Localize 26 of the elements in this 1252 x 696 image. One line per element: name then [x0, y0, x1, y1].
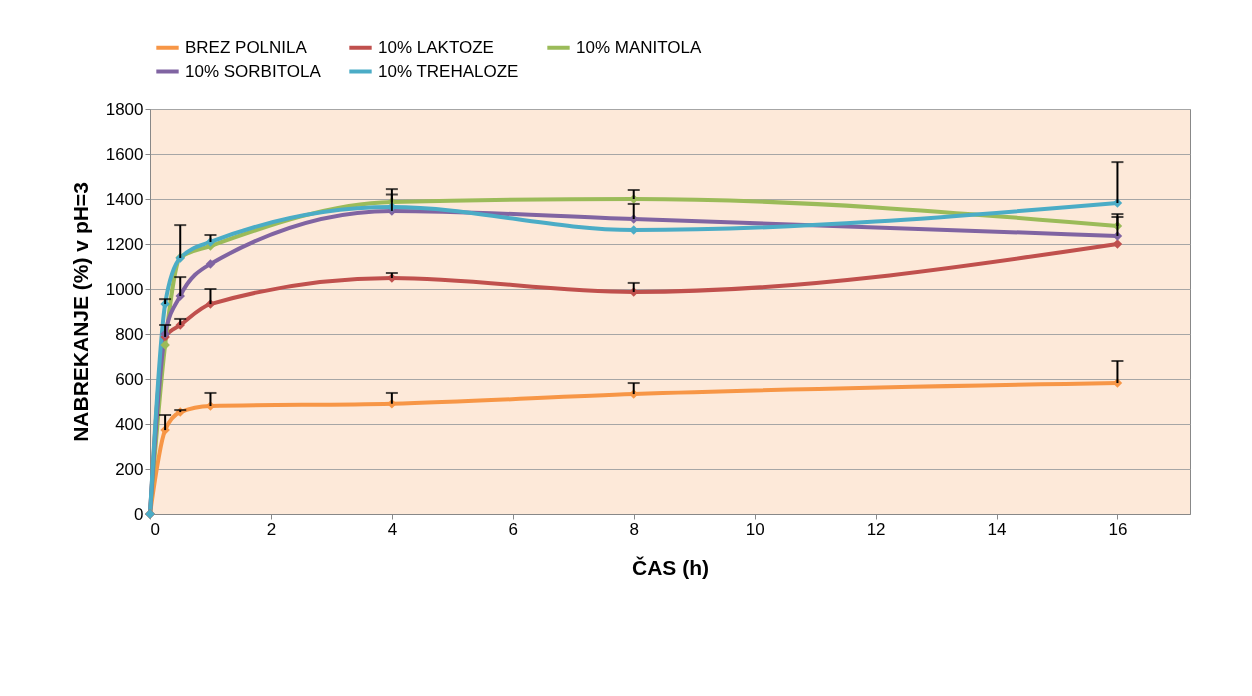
y-tick-label: 1400	[105, 189, 144, 209]
x-tick-label: 10	[745, 519, 765, 539]
legend-label: 10% TREHALOZE	[378, 61, 519, 81]
y-tick-label: 0	[134, 504, 144, 524]
x-tick-label: 16	[1108, 519, 1128, 539]
x-tick-label: 0	[150, 519, 160, 539]
y-tick-label: 200	[115, 459, 144, 479]
x-tick-label: 4	[387, 519, 398, 539]
y-tick-label: 1000	[105, 279, 144, 299]
x-axis-title: ČAS (h)	[632, 555, 709, 579]
legend-label: 10% LAKTOZE	[378, 37, 494, 57]
y-tick-label: 1200	[105, 234, 144, 254]
x-tick-label: 2	[266, 519, 277, 539]
legend-label: BREZ POLNILA	[185, 37, 308, 57]
y-tick-label: 1800	[105, 99, 144, 119]
legend-label: 10% SORBITOLA	[185, 61, 322, 81]
legend-label: 10% MANITOLA	[576, 37, 702, 57]
x-tick-label: 6	[508, 519, 519, 539]
y-tick-label: 400	[115, 414, 144, 434]
y-tick-label: 600	[115, 369, 144, 389]
y-tick-label: 800	[115, 324, 144, 344]
y-axis-title: NABREKANJE (%) v pH=3	[68, 182, 92, 442]
x-tick-label: 14	[987, 519, 1007, 539]
x-tick-label: 8	[629, 519, 639, 539]
x-tick-label: 12	[866, 519, 886, 539]
y-tick-label: 1600	[105, 144, 144, 164]
